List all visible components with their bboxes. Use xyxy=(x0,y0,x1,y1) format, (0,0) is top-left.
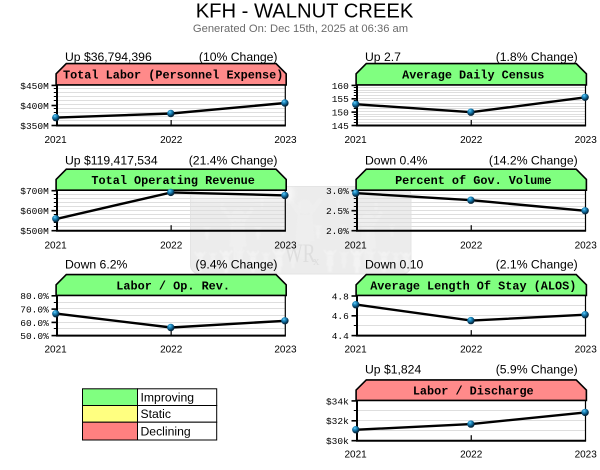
svg-text:2021: 2021 xyxy=(44,344,67,355)
svg-text:155: 155 xyxy=(332,94,349,105)
svg-text:60.0%: 60.0% xyxy=(20,318,49,329)
svg-text:Total Operating Revenue: Total Operating Revenue xyxy=(91,174,254,188)
svg-text:2021: 2021 xyxy=(344,450,367,461)
svg-text:2022: 2022 xyxy=(160,135,183,146)
svg-text:(14.2% Change): (14.2% Change) xyxy=(489,153,578,167)
svg-text:3.0%: 3.0% xyxy=(326,186,349,197)
svg-text:2023: 2023 xyxy=(575,135,598,146)
svg-text:Down 6.2%: Down 6.2% xyxy=(65,258,127,272)
svg-text:2021: 2021 xyxy=(344,135,367,146)
svg-text:4.6: 4.6 xyxy=(332,311,349,322)
svg-text:Down 0.10: Down 0.10 xyxy=(365,258,423,272)
svg-text:Up $36,794,396: Up $36,794,396 xyxy=(65,50,152,64)
svg-text:2022: 2022 xyxy=(160,344,183,355)
svg-text:150: 150 xyxy=(332,108,349,119)
svg-text:50.0%: 50.0% xyxy=(20,331,49,342)
svg-text:2023: 2023 xyxy=(575,450,598,461)
svg-text:2022: 2022 xyxy=(460,240,483,251)
svg-text:Up $1,824: Up $1,824 xyxy=(365,363,421,377)
svg-text:4.8: 4.8 xyxy=(332,291,349,302)
svg-text:Generated On: Dec 15th, 2025 a: Generated On: Dec 15th, 2025 at 06:36 am xyxy=(193,23,408,35)
svg-text:$450M: $450M xyxy=(20,81,49,92)
svg-text:$400M: $400M xyxy=(20,101,49,112)
svg-text:Up $119,417,534: Up $119,417,534 xyxy=(65,153,158,167)
svg-text:KFH - WALNUT CREEK: KFH - WALNUT CREEK xyxy=(196,1,414,23)
svg-text:2023: 2023 xyxy=(274,344,297,355)
svg-text:2021: 2021 xyxy=(344,344,367,355)
svg-text:Down 0.4%: Down 0.4% xyxy=(365,153,427,167)
svg-text:$34k: $34k xyxy=(326,396,349,407)
svg-text:(1.8% Change): (1.8% Change) xyxy=(496,50,578,64)
svg-text:80.0%: 80.0% xyxy=(20,291,49,302)
svg-text:(5.9% Change): (5.9% Change) xyxy=(496,363,578,377)
svg-text:(2.1% Change): (2.1% Change) xyxy=(496,258,578,272)
svg-text:$700M: $700M xyxy=(20,186,49,197)
svg-text:Declining: Declining xyxy=(141,424,191,438)
svg-text:Static: Static xyxy=(141,407,171,421)
svg-text:Average Length Of Stay (ALOS): Average Length Of Stay (ALOS) xyxy=(370,279,576,293)
svg-text:2022: 2022 xyxy=(160,240,183,251)
svg-text:WR: WR xyxy=(285,239,316,268)
svg-text:$500M: $500M xyxy=(20,226,49,237)
svg-text:2021: 2021 xyxy=(44,240,67,251)
svg-text:$600M: $600M xyxy=(20,206,49,217)
svg-text:(21.4% Change): (21.4% Change) xyxy=(189,153,278,167)
svg-text:160: 160 xyxy=(332,81,349,92)
svg-text:Labor / Discharge: Labor / Discharge xyxy=(413,385,534,399)
svg-text:2.0%: 2.0% xyxy=(326,226,349,237)
svg-text:$32k: $32k xyxy=(326,416,349,427)
svg-text:2023: 2023 xyxy=(575,344,598,355)
svg-text:(10% Change): (10% Change) xyxy=(199,50,278,64)
svg-text:2022: 2022 xyxy=(460,344,483,355)
svg-text:(9.4% Change): (9.4% Change) xyxy=(196,258,278,272)
svg-text:Labor / Op. Rev.: Labor / Op. Rev. xyxy=(116,279,230,293)
svg-text:2022: 2022 xyxy=(460,135,483,146)
svg-text:Improving: Improving xyxy=(141,390,195,404)
svg-text:2022: 2022 xyxy=(460,450,483,461)
svg-text:2021: 2021 xyxy=(344,240,367,251)
svg-text:70.0%: 70.0% xyxy=(20,305,49,316)
svg-text:Total Labor (Personnel Expense: Total Labor (Personnel Expense) xyxy=(63,68,283,82)
svg-text:2023: 2023 xyxy=(274,135,297,146)
svg-text:2023: 2023 xyxy=(575,240,598,251)
svg-text:145: 145 xyxy=(332,121,349,132)
svg-text:Average Daily Census: Average Daily Census xyxy=(402,68,544,82)
svg-text:x: x xyxy=(313,253,320,268)
svg-text:$350M: $350M xyxy=(20,121,49,132)
svg-text:2.5%: 2.5% xyxy=(326,206,349,217)
svg-text:2021: 2021 xyxy=(44,135,67,146)
svg-text:Percent of Gov. Volume: Percent of Gov. Volume xyxy=(395,174,551,188)
svg-text:2023: 2023 xyxy=(274,240,297,251)
svg-text:$30k: $30k xyxy=(326,436,349,447)
svg-text:Up 2.7: Up 2.7 xyxy=(365,50,401,64)
svg-text:4.4: 4.4 xyxy=(332,331,349,342)
